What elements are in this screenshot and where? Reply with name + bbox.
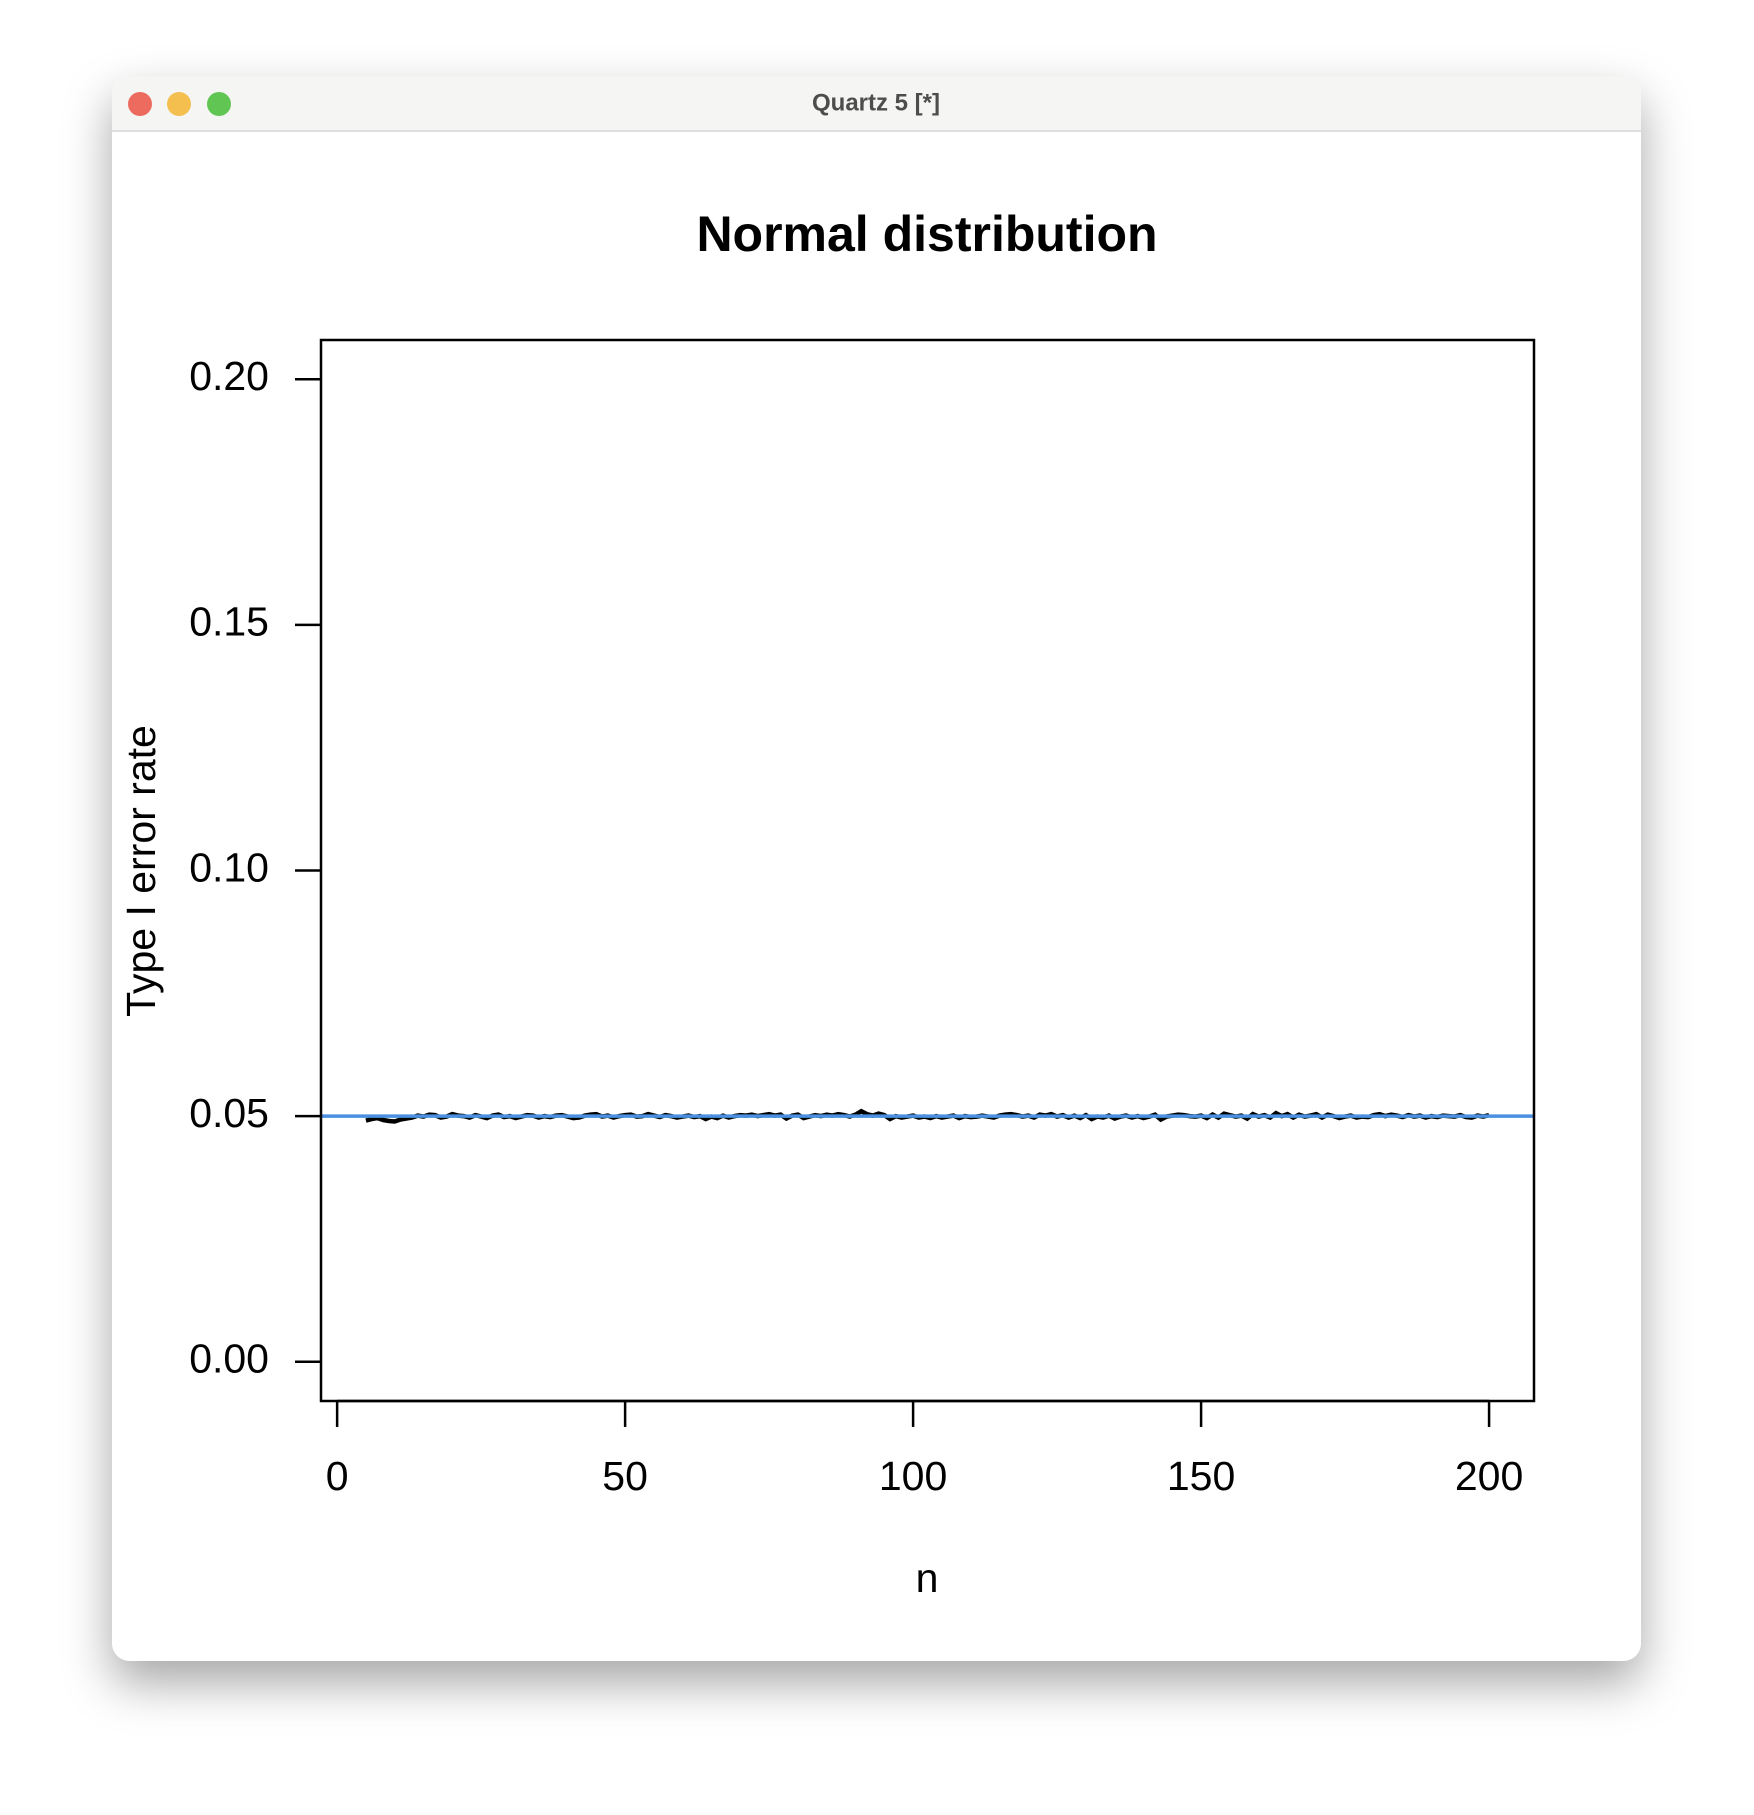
title-bar <box>112 76 1641 131</box>
x-tick-label: 200 <box>1455 1453 1523 1499</box>
y-tick-label: 0.10 <box>189 844 269 890</box>
plot-box <box>319 338 1536 1403</box>
x-tick-label: 50 <box>602 1453 648 1499</box>
chart-title: Normal distribution <box>696 206 1157 262</box>
close-button[interactable] <box>128 92 152 116</box>
window <box>112 76 1641 1661</box>
y-tick-label: 0.05 <box>189 1090 269 1136</box>
x-tick-label: 0 <box>326 1453 349 1499</box>
y-tick-label: 0.15 <box>189 599 269 645</box>
x-tick-label: 150 <box>1167 1453 1235 1499</box>
x-axis-label: n <box>916 1555 939 1601</box>
zoom-button[interactable] <box>207 92 231 116</box>
y-axis-label: Type I error rate <box>118 725 164 1017</box>
y-tick-label: 0.20 <box>189 353 269 399</box>
x-tick-label: 100 <box>879 1453 947 1499</box>
minimize-button[interactable] <box>167 92 191 116</box>
y-tick-label: 0.00 <box>189 1336 269 1382</box>
window-title: Quartz 5 [*] <box>812 89 940 116</box>
